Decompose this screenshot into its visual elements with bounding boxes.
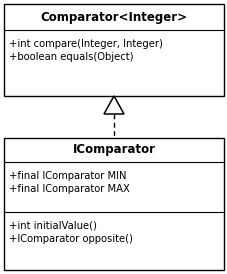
Bar [4,4,223,96]
Polygon shape [104,96,123,114]
Text: Comparator<Integer>: Comparator<Integer> [40,10,187,24]
Text: +final IComparator MAX: +final IComparator MAX [9,184,129,194]
Text: +final IComparator MIN: +final IComparator MIN [9,171,126,181]
Text: +int initialValue(): +int initialValue() [9,221,96,231]
Text: +int compare(Integer, Integer): +int compare(Integer, Integer) [9,39,162,49]
Text: IComparator: IComparator [72,144,155,156]
Text: +boolean equals(Object): +boolean equals(Object) [9,52,133,62]
Text: +IComparator opposite(): +IComparator opposite() [9,234,132,244]
Bar [4,138,223,270]
